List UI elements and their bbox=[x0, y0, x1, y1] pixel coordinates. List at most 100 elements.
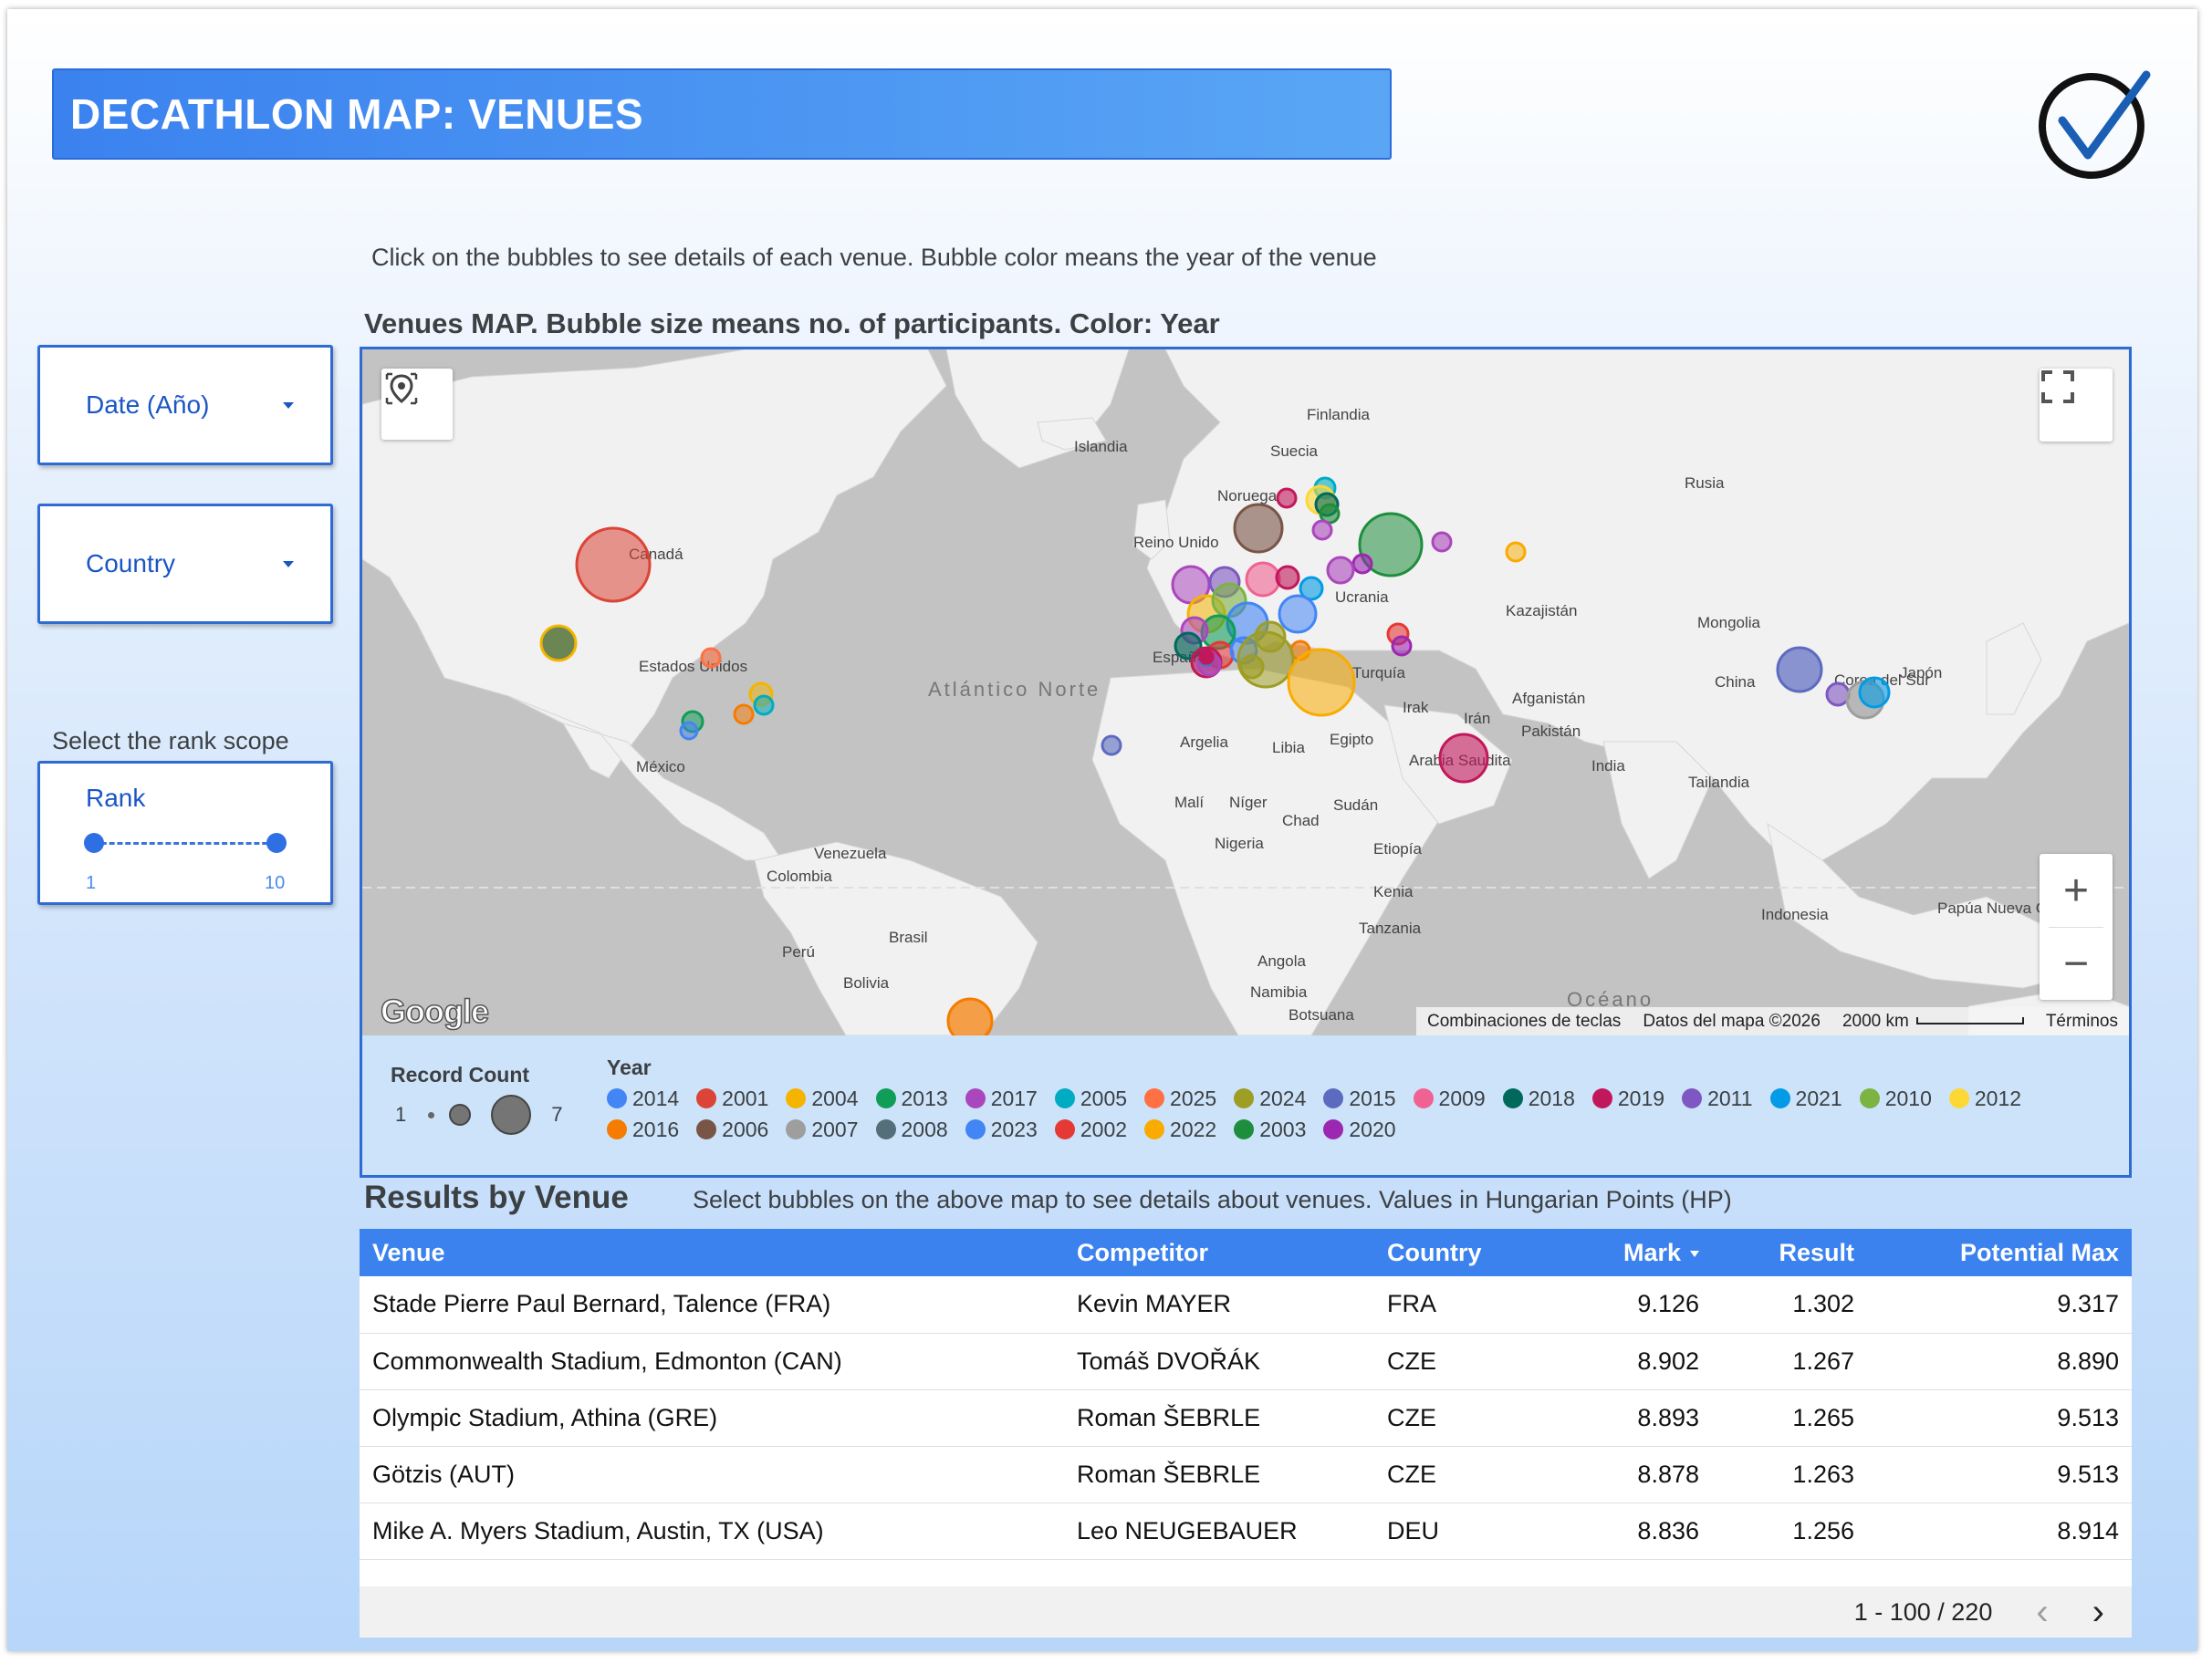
col-competitor[interactable]: Competitor bbox=[1064, 1229, 1374, 1276]
year-legend-item[interactable]: 2004 bbox=[786, 1087, 859, 1110]
legend-color-dot bbox=[1859, 1088, 1880, 1108]
cell-potential: 9.513 bbox=[1867, 1389, 2132, 1447]
fullscreen-button[interactable] bbox=[2040, 369, 2113, 442]
keyboard-shortcuts-link[interactable]: Combinaciones de teclas bbox=[1427, 1011, 1622, 1031]
label-libia: Libia bbox=[1272, 739, 1305, 756]
year-legend-item[interactable]: 2022 bbox=[1144, 1118, 1216, 1141]
cell-country: CZE bbox=[1374, 1333, 1561, 1390]
rank-slider-max-handle[interactable] bbox=[266, 833, 287, 853]
label-chad: Chad bbox=[1282, 812, 1320, 829]
year-legend-item[interactable]: 2025 bbox=[1144, 1087, 1216, 1110]
legend-color-dot bbox=[1502, 1088, 1523, 1108]
map-scale: 2000 km bbox=[1831, 1012, 2035, 1032]
legend-color-dot bbox=[875, 1088, 896, 1108]
terms-link[interactable]: Términos bbox=[2045, 1011, 2118, 1031]
venue-bubble bbox=[1287, 648, 1356, 717]
rank-slider-control: Rank 1 10 bbox=[37, 761, 333, 905]
label-bolivia: Bolivia bbox=[843, 974, 890, 992]
legend-color-dot bbox=[1234, 1119, 1255, 1139]
year-legend-item[interactable]: 2009 bbox=[1413, 1086, 1486, 1110]
label-tailandia: Tailandia bbox=[1688, 774, 1750, 791]
venue-bubble bbox=[1438, 733, 1489, 784]
date-filter-dropdown[interactable]: Date (Año) bbox=[37, 345, 333, 465]
label-venezuela: Venezuela bbox=[814, 845, 887, 862]
year-legend-item[interactable]: 2012 bbox=[1948, 1087, 2021, 1110]
year-legend-item[interactable]: 2014 bbox=[607, 1087, 679, 1110]
cell-competitor: Leo NEUGEBAUER bbox=[1064, 1503, 1374, 1560]
venues-map[interactable]: Canadá Estados Unidos México Venezuela C… bbox=[362, 349, 2129, 1035]
legend-color-dot bbox=[1948, 1088, 1969, 1108]
year-legend-item[interactable]: 2005 bbox=[1054, 1087, 1127, 1110]
cell-potential: 8.890 bbox=[1867, 1333, 2132, 1390]
year-legend-item[interactable]: 2002 bbox=[1054, 1118, 1127, 1141]
venue-bubbles[interactable] bbox=[539, 476, 1891, 1035]
cell-competitor: Kevin MAYER bbox=[1064, 1276, 1374, 1334]
table-row[interactable]: Mike A. Myers Stadium, Austin, TX (USA) L… bbox=[360, 1503, 2132, 1560]
cell-competitor: Roman ŠEBRLE bbox=[1064, 1389, 1374, 1447]
cell-venue: Götzis (AUT) bbox=[360, 1446, 1064, 1503]
year-legend-item[interactable]: 2008 bbox=[875, 1117, 948, 1141]
prev-page-button[interactable]: ‹ bbox=[2036, 1592, 2049, 1632]
col-potential-max[interactable]: Potential Max bbox=[1867, 1229, 2132, 1276]
year-legend-item[interactable]: 2018 bbox=[1502, 1087, 1575, 1110]
legend-year-label: 2009 bbox=[1438, 1086, 1486, 1110]
rank-slider-track[interactable] bbox=[93, 842, 276, 845]
legend-color-dot bbox=[1413, 1088, 1434, 1108]
label-brasil: Brasil bbox=[889, 929, 928, 946]
venue-bubble bbox=[1351, 553, 1373, 575]
venue-bubble bbox=[1198, 649, 1215, 665]
year-legend-item[interactable]: 2007 bbox=[786, 1118, 859, 1141]
year-legend-item[interactable]: 2003 bbox=[1234, 1118, 1306, 1141]
year-legend-item[interactable]: 2013 bbox=[875, 1087, 948, 1110]
next-page-button[interactable]: › bbox=[2092, 1592, 2104, 1632]
year-legend-item[interactable]: 2019 bbox=[1591, 1087, 1664, 1110]
rank-title: Rank bbox=[86, 784, 146, 812]
venue-bubble bbox=[1276, 487, 1298, 509]
label-usa: Estados Unidos bbox=[639, 658, 747, 675]
country-filter-label: Country bbox=[86, 549, 176, 577]
cell-country: CZE bbox=[1374, 1446, 1561, 1503]
year-legend-item[interactable]: 2015 bbox=[1323, 1087, 1396, 1110]
year-legend-item[interactable]: 2011 bbox=[1682, 1087, 1753, 1110]
year-legend-item[interactable]: 2006 bbox=[696, 1118, 768, 1141]
cell-venue: Olympic Stadium, Athina (GRE) bbox=[360, 1389, 1064, 1447]
table-pagination: 1 - 100 / 220 ‹ › bbox=[360, 1586, 2132, 1638]
venue-bubble bbox=[1776, 646, 1823, 693]
year-legend-items: 2014 2001 2004 2013 2017 2005 2025 2024 2015 2009… bbox=[607, 1087, 2122, 1141]
col-venue[interactable]: Venue bbox=[360, 1229, 1064, 1276]
label-egipto: Egipto bbox=[1330, 731, 1373, 748]
table-row[interactable]: Stade Pierre Paul Bernard, Talence (FRA)… bbox=[360, 1276, 2132, 1334]
label-afganistan: Afganistán bbox=[1512, 690, 1585, 707]
year-legend-item[interactable]: 2021 bbox=[1769, 1087, 1842, 1110]
year-legend-item[interactable]: 2023 bbox=[965, 1118, 1038, 1141]
year-legend-item[interactable]: 2001 bbox=[696, 1087, 768, 1110]
record-count-title: Record Count bbox=[391, 1063, 530, 1087]
col-mark[interactable]: Mark bbox=[1561, 1229, 1712, 1276]
year-legend-item[interactable]: 2024 bbox=[1234, 1087, 1306, 1110]
col-result[interactable]: Result bbox=[1712, 1229, 1867, 1276]
cell-potential: 9.513 bbox=[1867, 1446, 2132, 1503]
table-row[interactable]: Götzis (AUT) Roman ŠEBRLE CZE 8.878 1.263 9.5… bbox=[360, 1446, 2132, 1503]
rank-slider-min-handle[interactable] bbox=[84, 833, 104, 853]
label-ucrania: Ucrania bbox=[1335, 588, 1389, 606]
year-legend-item[interactable]: 2017 bbox=[965, 1087, 1038, 1110]
my-location-button[interactable] bbox=[381, 369, 453, 440]
label-angola: Angola bbox=[1257, 952, 1306, 970]
table-row[interactable]: Commonwealth Stadium, Edmonton (CAN) Tomá… bbox=[360, 1333, 2132, 1390]
size-dot-small bbox=[428, 1111, 435, 1118]
label-reino-unido: Reino Unido bbox=[1133, 534, 1219, 551]
year-legend-item[interactable]: 2020 bbox=[1323, 1118, 1396, 1141]
cell-mark: 8.836 bbox=[1561, 1503, 1712, 1560]
country-filter-dropdown[interactable]: Country bbox=[37, 504, 333, 624]
table-row[interactable]: Olympic Stadium, Athina (GRE) Roman ŠEBRL… bbox=[360, 1389, 2132, 1447]
legend-color-dot bbox=[1769, 1088, 1790, 1108]
legend-color-dot bbox=[875, 1119, 896, 1139]
year-legend-item[interactable]: 2010 bbox=[1859, 1087, 1932, 1110]
zoom-in-button[interactable]: + bbox=[2062, 866, 2090, 915]
legend-year-label: 2008 bbox=[901, 1117, 948, 1141]
year-legend-item[interactable]: 2016 bbox=[607, 1118, 679, 1141]
zoom-out-button[interactable]: − bbox=[2062, 939, 2090, 988]
col-country[interactable]: Country bbox=[1374, 1229, 1561, 1276]
rank-min-value: 1 bbox=[86, 873, 97, 893]
label-oceano: Océano bbox=[1567, 988, 1654, 1011]
